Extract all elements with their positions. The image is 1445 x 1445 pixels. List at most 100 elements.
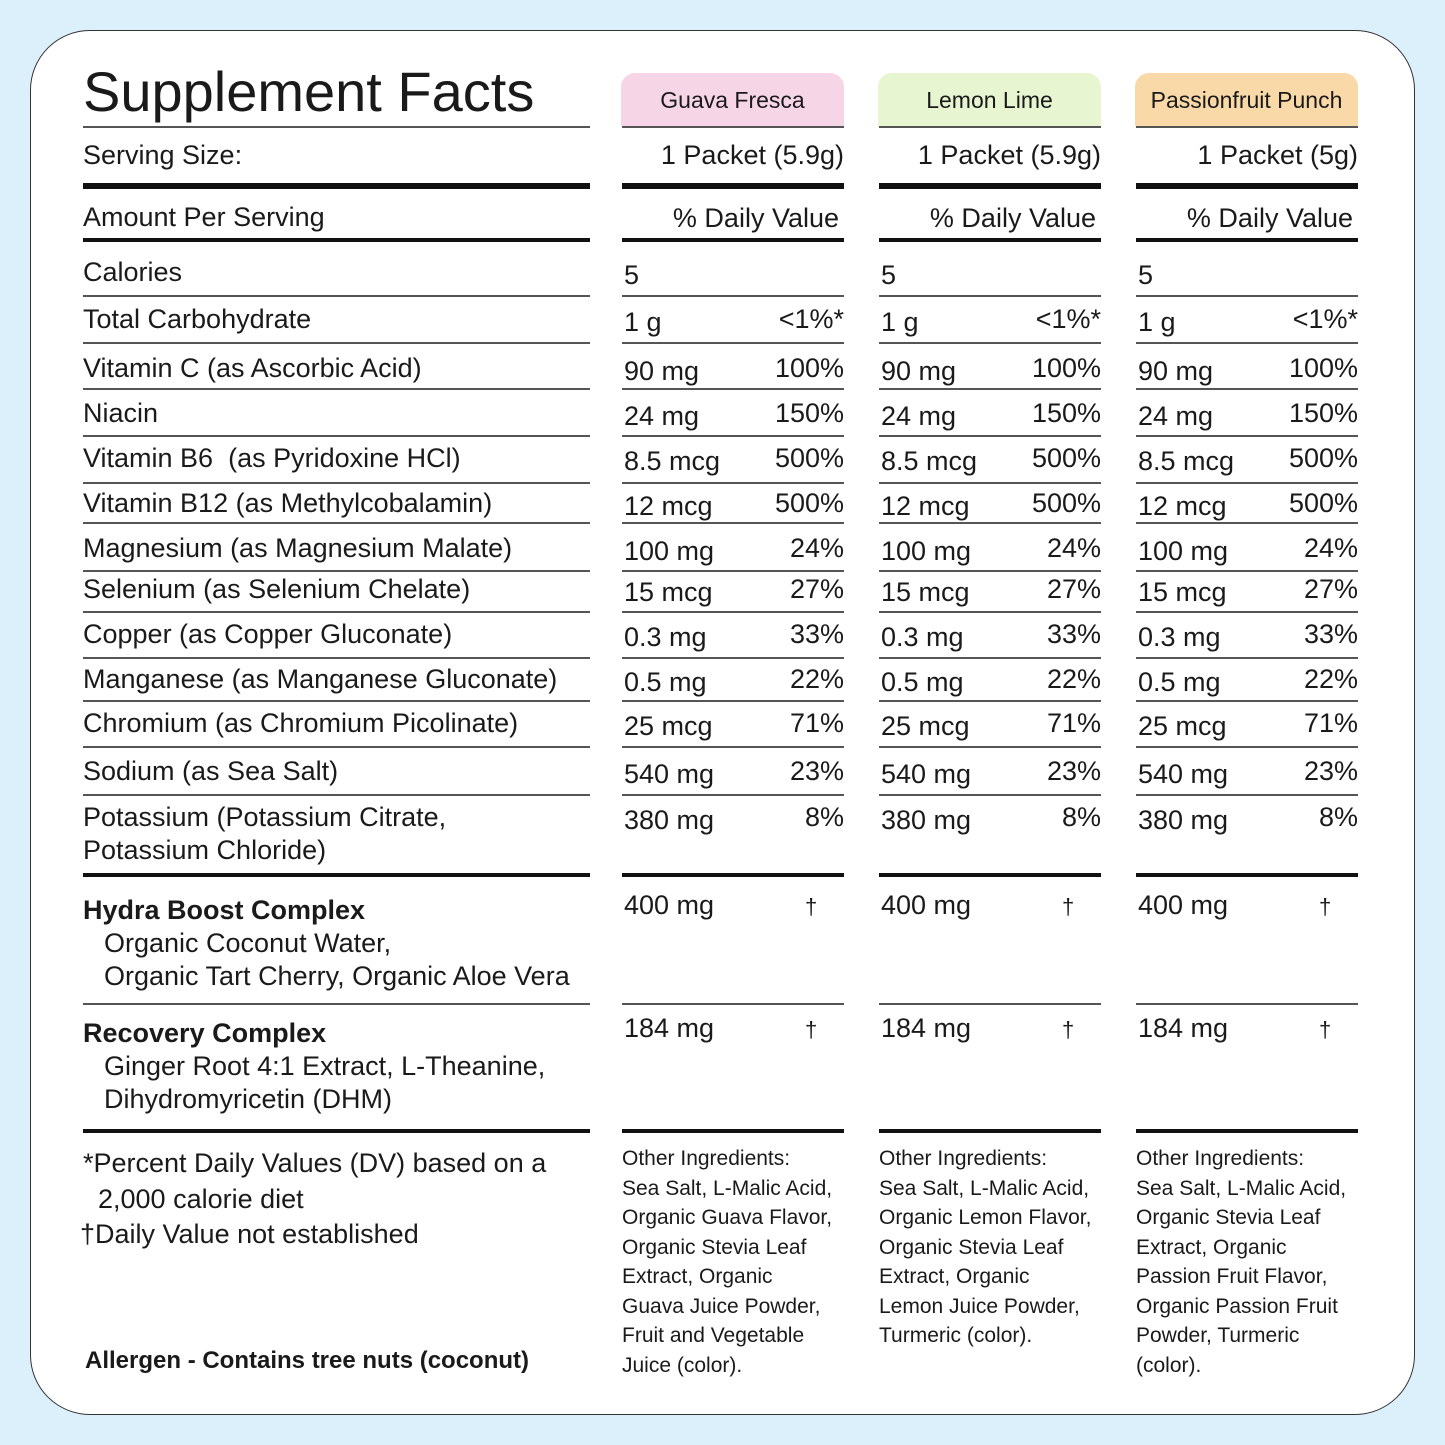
divider [1136,183,1358,189]
serving-size-value: 1 Packet (5.9g) [660,140,844,170]
nutrient-daily-value: 500% [1288,443,1358,473]
nutrient-name: Vitamin B6 (as Pyridoxine HCl) [83,443,461,473]
nutrient-name: Vitamin B12 (as Methylcobalamin) [83,488,493,518]
nutrient-amount: 5 [1138,260,1154,290]
nutrient-amount: 380 mg [624,805,715,835]
nutrient-amount: 0.5 mg [1138,667,1221,697]
divider [83,570,590,572]
nutrient-amount: 90 mg [624,356,700,386]
nutrient-amount: 540 mg [624,759,715,789]
divider [879,295,1101,297]
divider [1136,1003,1358,1005]
divider [83,295,590,297]
nutrient-daily-value: 23% [1303,756,1358,786]
nutrient-name: Niacin [83,398,159,428]
divider [1136,570,1358,572]
complex-amount: 400 mg [881,890,972,920]
divider [83,1129,590,1133]
divider [622,238,844,242]
nutrient-daily-value: 150% [774,398,844,428]
divider [622,183,844,189]
nutrient-amount: 100 mg [624,536,715,566]
serving-size-label: Serving Size: [83,140,243,170]
complex-amount: 400 mg [1138,890,1229,920]
nutrient-name: Magnesium (as Magnesium Malate) [83,533,513,563]
nutrient-name: Vitamin C (as Ascorbic Acid) [83,353,422,383]
divider [1136,482,1358,484]
nutrient-daily-value: 500% [774,443,844,473]
nutrient-daily-value: 8% [804,802,844,832]
complex-ingredients: Organic Coconut Water, Organic Tart Cher… [104,928,570,991]
complex-amount: 184 mg [1138,1013,1229,1043]
nutrient-amount: 5 [624,260,640,290]
complex-amount: 184 mg [881,1013,972,1043]
divider [879,657,1101,659]
nutrient-daily-value: 8% [1318,802,1358,832]
divider [83,611,590,613]
divider [1136,1129,1358,1133]
divider [83,435,590,437]
divider [879,570,1101,572]
divider [879,873,1101,877]
nutrient-amount: 90 mg [881,356,957,386]
nutrient-daily-value: 500% [1288,488,1358,518]
dagger-symbol: † [805,1017,818,1042]
other-ingredients: Other Ingredients: Sea Salt, L-Malic Aci… [1136,1147,1347,1377]
divider [622,295,844,297]
nutrient-daily-value: <1%* [1035,304,1101,334]
divider [879,611,1101,613]
divider [622,1129,844,1133]
divider [1136,126,1358,128]
nutrient-amount: 1 g [624,307,662,337]
divider [879,482,1101,484]
complex-ingredients: Ginger Root 4:1 Extract, L-Theanine, Dih… [104,1051,546,1114]
divider [83,342,590,344]
divider [83,482,590,484]
dagger-symbol: † [805,894,818,919]
nutrient-amount: 24 mg [1138,401,1214,431]
other-ingredients: Other Ingredients: Sea Salt, L-Malic Aci… [622,1147,833,1377]
nutrient-amount: 15 mcg [881,577,970,607]
divider [622,126,844,128]
nutrient-amount: 12 mcg [624,491,713,521]
serving-size-value: 1 Packet (5g) [1197,140,1358,170]
divider [83,657,590,659]
divider [879,183,1101,189]
divider [879,794,1101,796]
divider [622,700,844,702]
nutrient-amount: 25 mcg [881,711,970,741]
complex-amount: 400 mg [624,890,715,920]
flavor-tab: Passionfruit Punch [1135,73,1358,126]
divider [83,183,590,189]
nutrient-amount: 15 mcg [624,577,713,607]
supplement-facts-card [30,30,1415,1415]
footnote-percent-dv: *Percent Daily Values (DV) based on a 2,… [83,1148,547,1214]
divider [1136,435,1358,437]
divider [879,435,1101,437]
nutrient-daily-value: 27% [789,574,844,604]
divider [879,700,1101,702]
divider [1136,522,1358,524]
divider [83,1003,590,1005]
divider [879,126,1101,128]
complex-name: Hydra Boost Complex [83,895,366,925]
nutrient-amount: 540 mg [1138,759,1229,789]
nutrient-daily-value: 71% [789,708,844,738]
nutrient-daily-value: 500% [774,488,844,518]
nutrient-daily-value: 100% [774,353,844,383]
nutrient-daily-value: 27% [1303,574,1358,604]
divider [879,1129,1101,1133]
dagger-symbol: † [1062,1017,1075,1042]
nutrient-daily-value: 71% [1303,708,1358,738]
nutrient-daily-value: 100% [1288,353,1358,383]
divider [1136,342,1358,344]
complex-amount: 184 mg [624,1013,715,1043]
nutrient-amount: 12 mcg [1138,491,1227,521]
dagger-symbol: † [1319,1017,1332,1042]
divider [622,746,844,748]
nutrient-amount: 15 mcg [1138,577,1227,607]
divider [879,342,1101,344]
nutrient-daily-value: 500% [1031,488,1101,518]
divider [83,873,590,877]
divider [1136,700,1358,702]
